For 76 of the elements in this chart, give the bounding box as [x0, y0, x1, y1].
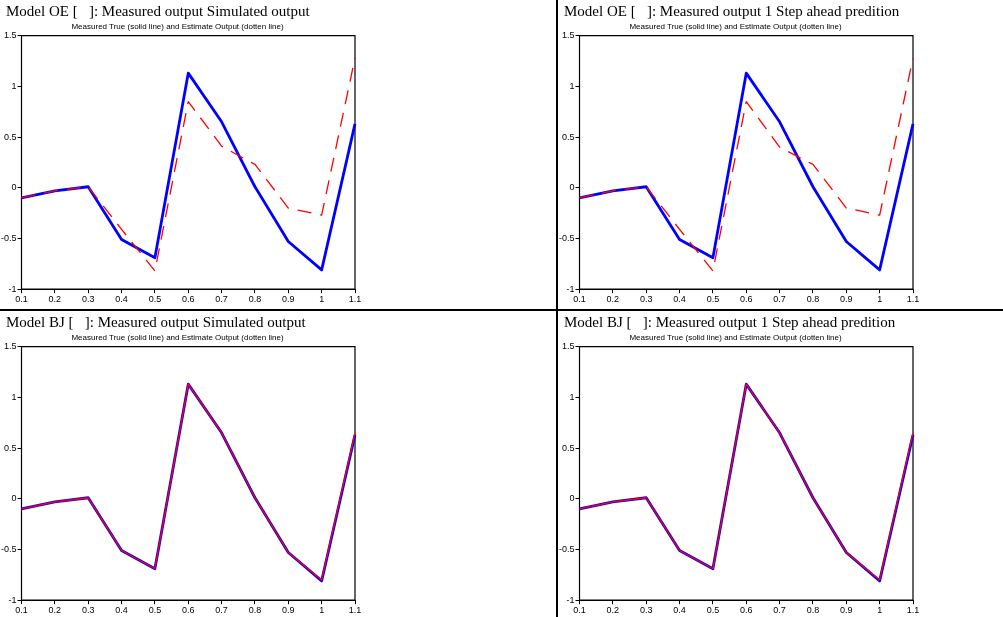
x-tick-label: 0.6 [740, 605, 753, 616]
x-tick-label: 0.4 [115, 605, 128, 616]
x-tick-label: 0.3 [81, 294, 95, 305]
y-tick-label: 0.5 [561, 131, 575, 142]
x-tick-label: 0.6 [182, 294, 195, 305]
chart-title: Model BJ [ ]: Measured output Simulated output [6, 314, 306, 331]
y-tick-label: -1 [566, 283, 575, 294]
x-tick-label: 0.8 [806, 605, 820, 616]
x-tick-label: 1.1 [348, 294, 362, 305]
chart-subtitle: Measured True (solid line) and Estimate Output (dotten line) [629, 333, 842, 342]
x-tick-label: 0.2 [48, 294, 62, 305]
x-tick-label: 0.1 [573, 605, 586, 616]
y-tick-label: 0.5 [561, 442, 575, 453]
x-tick-label: 0.7 [773, 294, 786, 305]
x-tick-label: 0.4 [115, 294, 128, 305]
x-tick-label: 0.6 [740, 294, 753, 305]
x-tick-label: 0.8 [248, 294, 262, 305]
x-tick-label: 1.1 [348, 605, 362, 616]
y-tick-label: 0.5 [3, 442, 17, 453]
x-tick-label: 0.5 [706, 294, 720, 305]
x-tick-label: 0.5 [706, 605, 720, 616]
x-tick-label: 0.8 [806, 294, 820, 305]
chart-title: Model BJ [ ]: Measured output 1 Step ahead predition [564, 314, 896, 331]
x-tick-label: 0.9 [282, 294, 295, 305]
y-tick-label: 1 [569, 391, 575, 402]
x-tick-label: 0.1 [15, 605, 28, 616]
y-tick-label: -1 [8, 594, 17, 605]
y-tick-label: 1.5 [561, 341, 575, 352]
x-tick-label: 1.1 [906, 605, 920, 616]
x-tick-label: 0.9 [282, 605, 295, 616]
y-tick-label: 0.5 [3, 131, 17, 142]
y-tick-label: 1 [569, 80, 575, 91]
y-tick-label: 0 [11, 182, 17, 193]
x-tick-label: 1 [877, 294, 883, 305]
y-tick-label: 0 [569, 493, 575, 504]
x-tick-label: 0.8 [248, 605, 262, 616]
x-tick-label: 0.5 [148, 294, 162, 305]
y-tick-label: -1 [566, 594, 575, 605]
x-tick-label: 0.4 [673, 294, 686, 305]
x-tick-label: 1.1 [906, 294, 920, 305]
x-tick-label: 1 [877, 605, 883, 616]
y-tick-label: -0.5 [558, 543, 575, 554]
x-tick-label: 0.4 [673, 605, 686, 616]
x-tick-label: 0.7 [215, 605, 228, 616]
y-tick-label: 1.5 [561, 30, 575, 41]
x-tick-label: 0.7 [215, 294, 228, 305]
x-tick-label: 0.2 [606, 294, 620, 305]
x-tick-label: 1 [319, 605, 325, 616]
chart-subtitle: Measured True (solid line) and Estimate Output (dotten line) [629, 22, 842, 31]
y-tick-label: -1 [8, 283, 17, 294]
chart-subtitle: Measured True (solid line) and Estimate Output (dotten line) [71, 22, 284, 31]
x-tick-label: 0.3 [639, 605, 653, 616]
x-tick-label: 0.6 [182, 605, 195, 616]
x-tick-label: 0.9 [840, 605, 853, 616]
x-tick-label: 0.3 [639, 294, 653, 305]
chart-title: Model OE [ ]: Measured output 1 Step ahead predition [564, 3, 900, 20]
chart-title: Model OE [ ]: Measured output Simulated output [6, 3, 310, 20]
x-tick-label: 0.5 [148, 605, 162, 616]
x-tick-label: 0.7 [773, 605, 786, 616]
x-tick-label: 0.2 [48, 605, 62, 616]
x-tick-label: 0.1 [573, 294, 586, 305]
x-tick-label: 0.3 [81, 605, 95, 616]
x-tick-label: 1 [319, 294, 325, 305]
y-tick-label: 1 [11, 80, 17, 91]
y-tick-label: 1 [11, 391, 17, 402]
y-tick-label: 0 [569, 182, 575, 193]
y-tick-label: 1.5 [3, 341, 17, 352]
y-tick-label: 1.5 [3, 30, 17, 41]
y-tick-label: -0.5 [0, 232, 17, 243]
y-tick-label: -0.5 [0, 543, 17, 554]
x-tick-label: 0.9 [840, 294, 853, 305]
x-tick-label: 0.2 [606, 605, 620, 616]
y-tick-label: -0.5 [558, 232, 575, 243]
y-tick-label: 0 [11, 493, 17, 504]
chart-subtitle: Measured True (solid line) and Estimate Output (dotten line) [71, 333, 284, 342]
x-tick-label: 0.1 [15, 294, 28, 305]
